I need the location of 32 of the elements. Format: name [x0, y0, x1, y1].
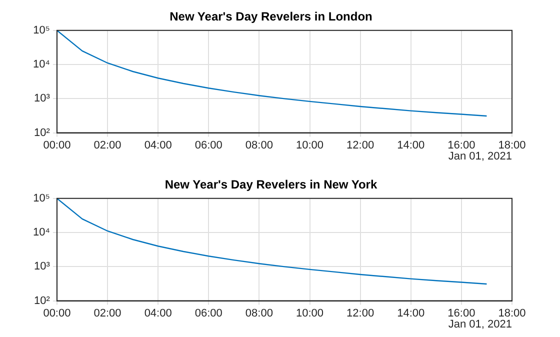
- y-tick-label: 10⁴: [32, 226, 50, 239]
- y-tick-label: 10⁵: [33, 192, 50, 204]
- text: Jan 01, 2021: [448, 318, 512, 330]
- x-tick-label: 12:00: [346, 139, 374, 152]
- y-tick-label: 10³: [34, 92, 50, 105]
- x-tick-label: 12:00: [346, 307, 374, 320]
- x-tick-label: 18:00: [498, 307, 526, 320]
- x-tick-label: 06:00: [194, 307, 222, 320]
- x-tick-label: 04:00: [144, 307, 172, 320]
- x-tick-label: 00:00: [43, 139, 71, 152]
- x-tick-label: 14:00: [397, 307, 425, 320]
- x-tick-label: 04:00: [144, 139, 172, 152]
- y-tick-label: 10²: [34, 126, 50, 139]
- y-tick-label: 10⁵: [33, 24, 50, 36]
- chart-title: New Year's Day Revelers in London: [170, 10, 372, 24]
- chart-title: New Year's Day Revelers in New York: [164, 178, 378, 192]
- x-tick-label: 16:00: [448, 139, 476, 152]
- y-tick-label: 10³: [34, 260, 50, 273]
- x-tick-label: 00:00: [43, 307, 71, 320]
- x-tick-label: 18:00: [498, 139, 526, 152]
- x-tick-label: 02:00: [94, 139, 122, 152]
- x-tick-label: 14:00: [397, 139, 425, 152]
- x-tick-label: 06:00: [194, 139, 222, 152]
- y-tick-label: 10²: [34, 294, 50, 307]
- x-tick-label: 02:00: [94, 307, 122, 320]
- x-tick-label: 08:00: [245, 307, 273, 320]
- x-tick-label: 10:00: [296, 307, 324, 320]
- text: Jan 01, 2021: [448, 150, 512, 162]
- x-tick-label: 16:00: [448, 307, 476, 320]
- x-tick-label: 10:00: [296, 139, 324, 152]
- y-tick-label: 10⁴: [32, 58, 50, 71]
- x-tick-label: 08:00: [245, 139, 273, 152]
